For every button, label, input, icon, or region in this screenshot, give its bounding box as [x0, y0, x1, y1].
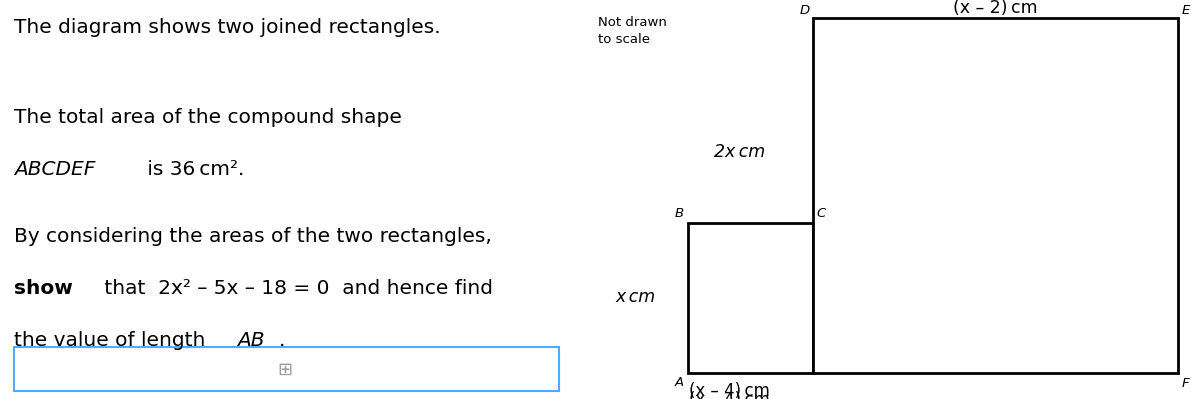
Text: F: F	[1182, 377, 1189, 390]
Text: D: D	[799, 4, 810, 17]
Text: x cm: x cm	[615, 288, 655, 306]
Text: B: B	[675, 207, 684, 220]
Text: C: C	[817, 207, 826, 220]
Text: .: .	[279, 331, 285, 350]
Text: (x – 2) cm: (x – 2) cm	[953, 0, 1037, 17]
Text: show: show	[14, 279, 73, 298]
Bar	[14, 347, 559, 391]
Bar	[813, 18, 1178, 373]
Text: 2x cm: 2x cm	[714, 142, 765, 161]
Text: ⊞: ⊞	[277, 361, 292, 379]
Bar	[688, 223, 813, 373]
Text: By considering the areas of the two rectangles,: By considering the areas of the two rect…	[14, 227, 493, 247]
Text: A: A	[675, 376, 684, 389]
Text: ABCDEF: ABCDEF	[14, 160, 96, 179]
Text: (x – 4) cm: (x – 4) cm	[689, 382, 770, 399]
Text: E: E	[1182, 4, 1190, 17]
Text: Not drawn
to scale: Not drawn to scale	[598, 16, 667, 46]
Text: that  2x² – 5x – 18 = 0  and hence find: that 2x² – 5x – 18 = 0 and hence find	[98, 279, 493, 298]
Text: The total area of the compound shape: The total area of the compound shape	[14, 108, 402, 127]
Text: the value of length: the value of length	[14, 331, 209, 350]
Text: The diagram shows two joined rectangles.: The diagram shows two joined rectangles.	[14, 18, 441, 37]
Text: (x – 4) cm: (x – 4) cm	[689, 391, 770, 399]
Text: AB: AB	[237, 331, 264, 350]
Text: is 36 cm².: is 36 cm².	[141, 160, 244, 179]
